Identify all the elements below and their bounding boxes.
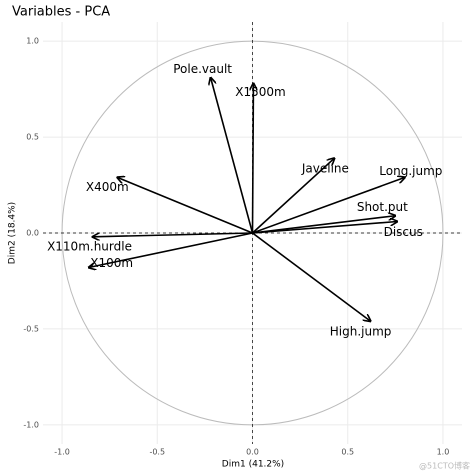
x-tick-label: 1.0 <box>437 448 450 457</box>
watermark: @51CTO博客 <box>419 461 470 471</box>
variable-label: Pole.vault <box>173 62 232 76</box>
variable-label: High.jump <box>330 325 392 339</box>
arrow <box>252 177 405 234</box>
x-tick-label: -1.0 <box>54 448 70 457</box>
variable-label: X110m.hurdle <box>47 239 132 253</box>
x-tick-label: 0.5 <box>341 448 354 457</box>
arrow <box>93 232 253 237</box>
chart-title: Variables - PCA <box>12 5 110 20</box>
variable-label: X400m <box>86 180 129 194</box>
y-tick-label: -1.0 <box>23 420 39 429</box>
y-tick-label: 0.0 <box>26 229 39 238</box>
arrow <box>252 232 371 321</box>
arrow <box>89 232 253 268</box>
y-tick-label: 0.5 <box>26 133 39 142</box>
y-tick-label: 1.0 <box>26 37 39 46</box>
variable-label: Long.jump <box>379 164 442 178</box>
variable-label: X1500m <box>235 85 285 99</box>
arrow <box>251 158 335 234</box>
y-axis-label: Dim2 (18.4%) <box>8 202 18 264</box>
variable-label: Shot.put <box>357 200 408 214</box>
x-axis-label: Dim1 (41.2%) <box>222 460 284 470</box>
arrow <box>252 216 396 234</box>
arrow <box>117 177 253 234</box>
variable-label: Discus <box>384 225 423 239</box>
arrow <box>211 78 254 234</box>
arrow <box>252 221 398 234</box>
x-tick-label: -0.5 <box>149 448 165 457</box>
y-tick-label: -0.5 <box>23 324 39 333</box>
variable-label: X100m <box>90 256 133 270</box>
arrow <box>253 83 254 234</box>
x-tick-label: 0.0 <box>246 448 259 457</box>
variable-label: Javeline <box>301 162 349 176</box>
